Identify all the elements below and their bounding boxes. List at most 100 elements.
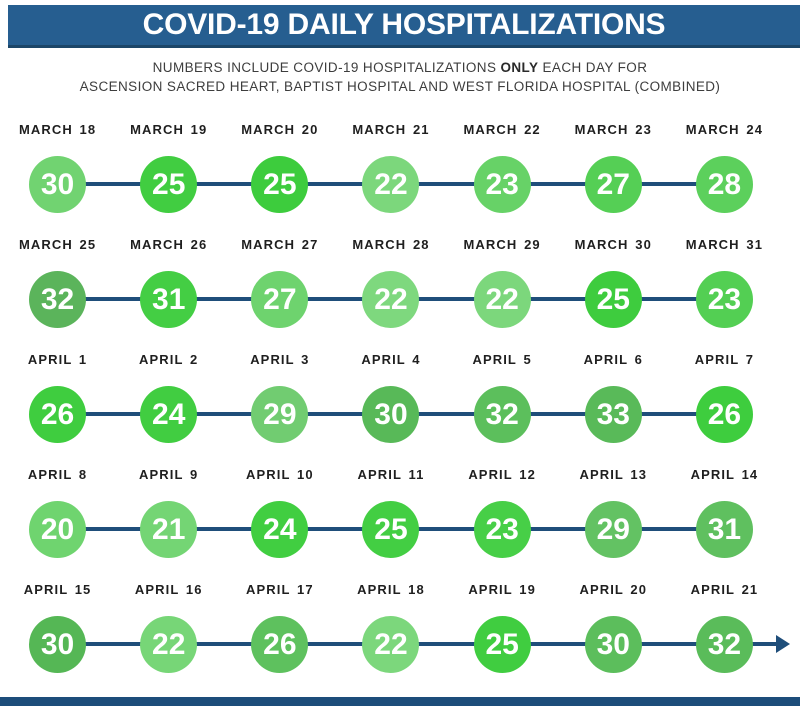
timeline-row-april-1-7: APRIL 1 26 APRIL 2 24 APRIL 3 29 APRIL 4… bbox=[2, 348, 780, 463]
circle-value: 25 bbox=[374, 512, 408, 546]
day-column: APRIL 9 21 bbox=[113, 463, 224, 578]
circle-value: 32 bbox=[707, 627, 742, 661]
day-column: APRIL 18 22 bbox=[335, 578, 446, 693]
circle-value: 25 bbox=[596, 282, 630, 316]
value-circle: 22 bbox=[362, 271, 420, 328]
day-column: MARCH 21 22 bbox=[335, 118, 446, 233]
date-label: APRIL 13 bbox=[579, 467, 648, 482]
circle-value: 26 bbox=[707, 397, 742, 431]
value-circle: 22 bbox=[473, 271, 531, 328]
value-circle: 28 bbox=[695, 156, 753, 213]
value-circle: 31 bbox=[695, 501, 753, 558]
value-circle: 30 bbox=[584, 616, 642, 673]
date-label: APRIL 16 bbox=[134, 582, 203, 597]
timeline-row-march-25-31: MARCH 25 32 MARCH 26 31 MARCH 27 27 MARC… bbox=[2, 233, 780, 348]
circle-value: 23 bbox=[485, 512, 519, 546]
value-circle: 25 bbox=[584, 271, 642, 328]
value-circle: 32 bbox=[695, 616, 753, 673]
day-column: MARCH 24 28 bbox=[669, 118, 780, 233]
subtitle-text-pre: NUMBERS INCLUDE COVID-19 HOSPITALIZATION… bbox=[152, 60, 501, 75]
date-label: APRIL 12 bbox=[468, 467, 536, 482]
footer-bar bbox=[0, 697, 800, 706]
day-column: APRIL 10 24 bbox=[224, 463, 335, 578]
circle-value: 24 bbox=[152, 397, 186, 431]
value-circle: 29 bbox=[251, 386, 309, 443]
date-label: MARCH 21 bbox=[352, 122, 430, 137]
circle-value: 23 bbox=[485, 167, 519, 201]
date-label: MARCH 19 bbox=[130, 122, 208, 137]
date-label: MARCH 18 bbox=[18, 122, 97, 137]
day-column: MARCH 19 25 bbox=[113, 118, 224, 233]
date-label: APRIL 1 bbox=[27, 352, 88, 367]
value-circle: 24 bbox=[251, 501, 309, 558]
day-column: APRIL 4 30 bbox=[335, 348, 446, 463]
subtitle: NUMBERS INCLUDE COVID-19 HOSPITALIZATION… bbox=[0, 58, 800, 96]
day-column: APRIL 19 25 bbox=[447, 578, 558, 693]
circle-value: 32 bbox=[485, 397, 519, 431]
day-column: MARCH 22 23 bbox=[447, 118, 558, 233]
circle-value: 25 bbox=[263, 167, 297, 201]
circle-value: 30 bbox=[40, 627, 75, 661]
subtitle-text-post: EACH DAY FOR bbox=[538, 60, 648, 75]
value-circle: 30 bbox=[29, 156, 87, 213]
value-circle: 32 bbox=[29, 271, 87, 328]
day-column: MARCH 18 30 bbox=[2, 118, 113, 233]
value-circle: 25 bbox=[140, 156, 198, 213]
date-label: APRIL 6 bbox=[583, 352, 643, 367]
title-bar: COVID-19 DAILY HOSPITALIZATIONS bbox=[8, 5, 800, 48]
date-label: MARCH 28 bbox=[352, 237, 430, 252]
value-circle: 24 bbox=[140, 386, 198, 443]
circle-value: 31 bbox=[152, 282, 186, 316]
circle-value: 21 bbox=[152, 512, 186, 546]
value-circle: 25 bbox=[251, 156, 309, 213]
day-column: MARCH 30 25 bbox=[558, 233, 669, 348]
value-circle: 25 bbox=[362, 501, 420, 558]
value-circle: 20 bbox=[29, 501, 87, 558]
value-circle: 23 bbox=[473, 501, 531, 558]
value-circle: 31 bbox=[140, 271, 198, 328]
date-label: MARCH 27 bbox=[241, 237, 319, 252]
value-circle: 32 bbox=[473, 386, 531, 443]
day-column: APRIL 8 20 bbox=[2, 463, 113, 578]
circle-value: 22 bbox=[152, 627, 186, 661]
day-column: APRIL 1 26 bbox=[2, 348, 113, 463]
day-column: APRIL 3 29 bbox=[224, 348, 335, 463]
date-label: MARCH 30 bbox=[574, 237, 652, 252]
day-column: APRIL 15 30 bbox=[2, 578, 113, 693]
day-column: MARCH 25 32 bbox=[2, 233, 113, 348]
subtitle-line-2: ASCENSION SACRED HEART, BAPTIST HOSPITAL… bbox=[79, 79, 721, 94]
day-column: MARCH 26 31 bbox=[113, 233, 224, 348]
circle-value: 22 bbox=[374, 167, 408, 201]
day-column: MARCH 23 27 bbox=[558, 118, 669, 233]
value-circle: 26 bbox=[251, 616, 309, 673]
date-label: MARCH 29 bbox=[463, 237, 541, 252]
timeline-row-march-18-24: MARCH 18 30 MARCH 19 25 MARCH 20 25 MARC… bbox=[2, 118, 780, 233]
date-label: APRIL 9 bbox=[139, 467, 199, 482]
day-column: APRIL 2 24 bbox=[113, 348, 224, 463]
arrow-right-icon bbox=[776, 635, 790, 653]
circle-value: 25 bbox=[152, 167, 186, 201]
timeline-row-april-15-21: APRIL 15 30 APRIL 16 22 APRIL 17 26 APRI… bbox=[2, 578, 790, 693]
circle-value: 29 bbox=[596, 512, 630, 546]
circle-value: 27 bbox=[263, 282, 297, 316]
value-circle: 21 bbox=[140, 501, 198, 558]
circle-value: 22 bbox=[374, 627, 408, 661]
timeline-row-april-8-14: APRIL 8 20 APRIL 9 21 APRIL 10 24 APRIL … bbox=[2, 463, 780, 578]
day-column: APRIL 14 31 bbox=[669, 463, 780, 578]
day-column: APRIL 20 30 bbox=[558, 578, 669, 693]
timeline: MARCH 18 30 MARCH 19 25 MARCH 20 25 MARC… bbox=[2, 118, 790, 693]
date-label: APRIL 19 bbox=[468, 582, 536, 597]
date-label: APRIL 10 bbox=[246, 467, 314, 482]
date-label: APRIL 14 bbox=[690, 467, 759, 482]
circle-value: 33 bbox=[596, 397, 630, 431]
day-column: APRIL 21 32 bbox=[669, 578, 780, 693]
date-label: APRIL 7 bbox=[694, 352, 755, 367]
day-column: APRIL 6 33 bbox=[558, 348, 669, 463]
date-label: APRIL 20 bbox=[579, 582, 648, 597]
circle-value: 29 bbox=[263, 397, 297, 431]
value-circle: 30 bbox=[362, 386, 420, 443]
value-circle: 23 bbox=[473, 156, 531, 213]
value-circle: 22 bbox=[362, 156, 420, 213]
day-column: MARCH 27 27 bbox=[224, 233, 335, 348]
value-circle: 30 bbox=[29, 616, 87, 673]
